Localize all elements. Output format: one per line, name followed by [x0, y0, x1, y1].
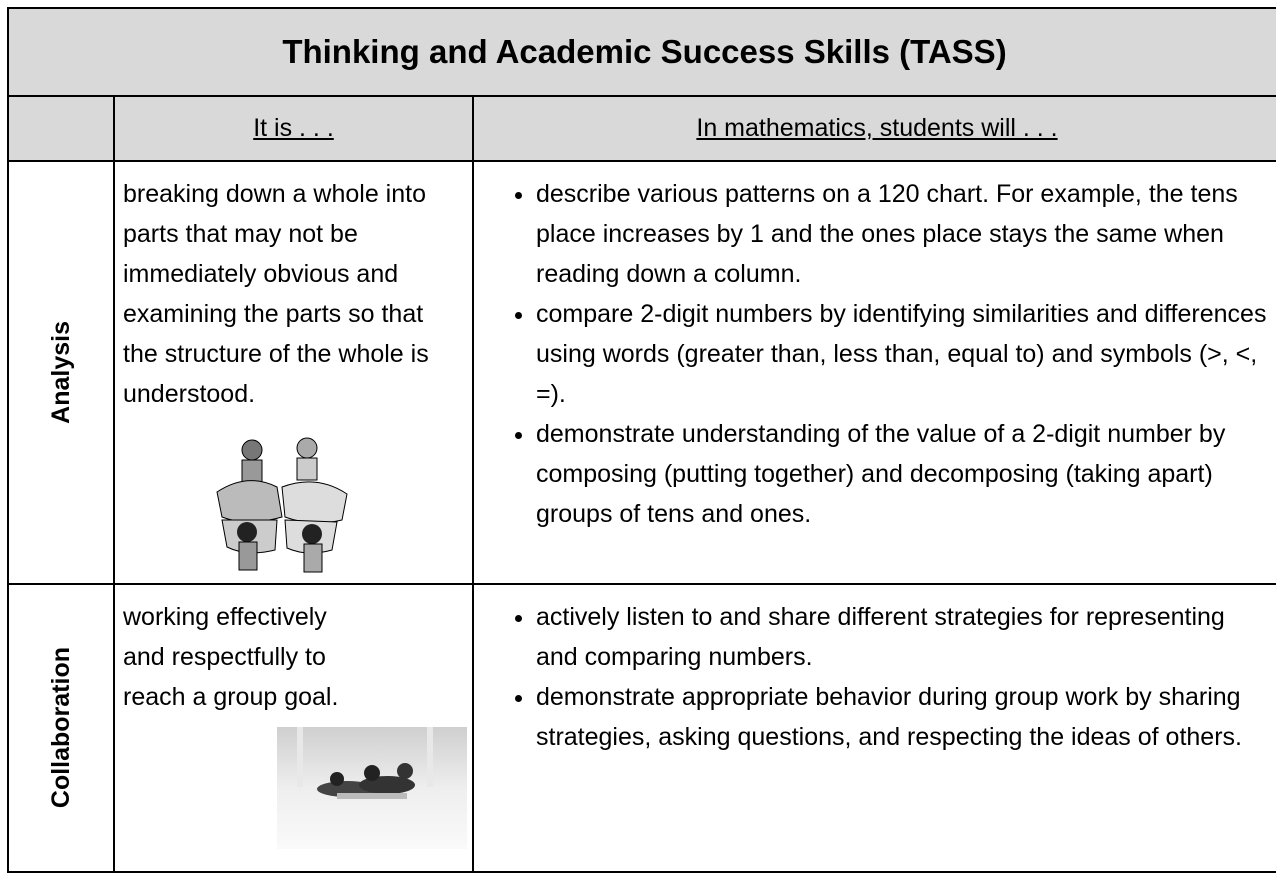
bullets-cell: actively listen to and share different s… — [472, 583, 1276, 873]
column-header: In mathematics, students will . . . — [472, 95, 1276, 162]
skill-name: Analysis — [46, 321, 75, 424]
definition: breaking down a whole into parts that ma… — [123, 180, 429, 408]
skill-cell: Collaboration — [7, 583, 115, 873]
bullet-list: describe various patterns on a 120 chart… — [474, 162, 1276, 534]
skill-name: Collaboration — [46, 647, 75, 809]
bullets-cell: describe various patterns on a 120 chart… — [472, 160, 1276, 585]
bullet: compare 2-digit numbers by identifying s… — [536, 294, 1270, 414]
puzzle-illustration — [216, 437, 348, 573]
title: Thinking and Academic Success Skills (TA… — [282, 33, 1007, 70]
bullet: describe various patterns on a 120 chart… — [536, 174, 1270, 294]
column-header-text: In mathematics, students will . . . — [696, 114, 1058, 142]
skill-cell: Analysis — [7, 160, 115, 585]
corner-cell — [7, 95, 115, 162]
bullet-list: actively listen to and share different s… — [474, 585, 1276, 757]
bullet: demonstrate appropriate behavior during … — [536, 677, 1270, 757]
column-header-text: It is . . . — [253, 114, 334, 142]
bullet: actively listen to and share different s… — [536, 597, 1270, 677]
definition: working effectively and respectfully to … — [123, 603, 339, 711]
title-cell: Thinking and Academic Success Skills (TA… — [7, 7, 1276, 97]
definition-cell: working effectively and respectfully to … — [113, 583, 474, 873]
students-photo — [277, 727, 467, 849]
definition-cell: breaking down a whole into parts that ma… — [113, 160, 474, 585]
bullet: demonstrate understanding of the value o… — [536, 414, 1270, 534]
column-header: It is . . . — [113, 95, 474, 162]
